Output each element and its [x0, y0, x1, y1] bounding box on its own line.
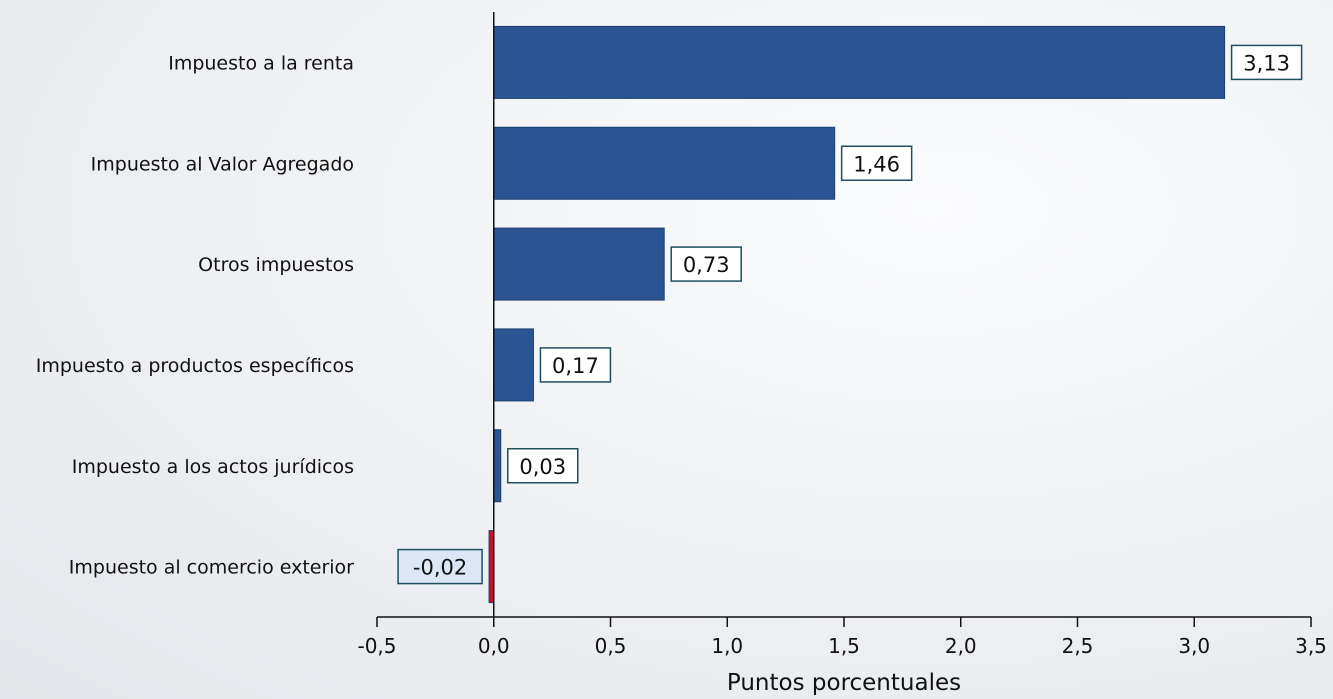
category-label-3: Impuesto a productos específicos [36, 355, 354, 377]
category-label-4: Impuesto a los actos jurídicos [72, 456, 354, 478]
x-tick-label-7: 3,0 [1178, 634, 1210, 658]
data-label-text-4: 0,03 [519, 455, 566, 479]
category-label-0: Impuesto a la renta [168, 52, 354, 74]
data-label-5: -0,02 [397, 548, 483, 585]
x-tick-label-3: 1,0 [711, 634, 743, 658]
data-label-4: 0,03 [507, 448, 579, 484]
x-ticks-group: -0,5 0,0 0,5 1,0 1,5 2,0 2,5 3,0 3,5 [357, 617, 1327, 658]
category-label-2: Otros impuestos [198, 254, 354, 276]
data-label-box-4 [507, 448, 579, 484]
data-label-text-2: 0,73 [683, 253, 730, 277]
bar-0 [493, 25, 1226, 99]
category-labels-group: Impuesto a la renta Impuesto al Valor Agr… [36, 52, 354, 578]
x-axis-title: Puntos porcentuales [727, 670, 961, 696]
category-label-1: Impuesto al Valor Agregado [91, 153, 354, 175]
data-label-1: 1,46 [840, 145, 913, 181]
category-label-5: Impuesto al comercio exterior [69, 557, 354, 579]
data-label-box-5 [397, 548, 483, 585]
data-label-box-1 [840, 145, 913, 181]
x-tick-label-6: 2,5 [1062, 634, 1094, 658]
data-label-0: 3,13 [1230, 44, 1303, 81]
bar-1 [493, 126, 836, 200]
data-labels-group: 3,13 1,46 0,73 0,17 0,03 -0,02 [397, 44, 1303, 585]
data-label-box-3 [539, 347, 612, 383]
x-tick-label-2: 0,5 [595, 634, 627, 658]
data-label-box-0 [1230, 44, 1303, 81]
x-tick-label-5: 2,0 [945, 634, 977, 658]
x-tick-label-0: -0,5 [357, 634, 396, 658]
data-label-text-3: 0,17 [552, 354, 599, 378]
data-label-text-5: -0,02 [413, 556, 467, 580]
bar-3 [493, 328, 534, 402]
bar-4 [493, 429, 502, 503]
data-label-box-2 [670, 246, 742, 282]
x-tick-label-4: 1,5 [828, 634, 860, 658]
data-label-text-1: 1,46 [853, 152, 900, 176]
bar-2 [493, 227, 665, 301]
data-label-text-0: 3,13 [1243, 51, 1290, 75]
x-tick-label-1: 0,0 [478, 634, 510, 658]
data-label-2: 0,73 [670, 246, 742, 282]
data-label-3: 0,17 [539, 347, 612, 383]
x-tick-label-8: 3,5 [1295, 634, 1327, 658]
bars-group [488, 25, 1226, 604]
